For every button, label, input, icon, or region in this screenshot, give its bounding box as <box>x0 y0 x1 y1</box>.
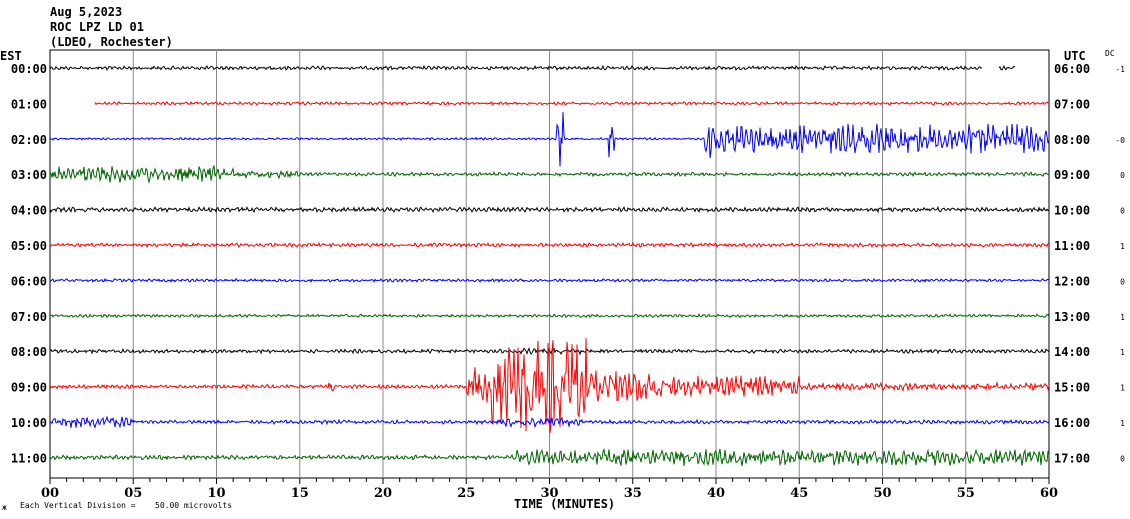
est-label: EST <box>0 49 22 63</box>
x-tick-label: 30 <box>540 486 558 501</box>
utc-time-label: 15:00 <box>1054 381 1090 395</box>
est-time-label: 08:00 <box>11 345 47 359</box>
seismic-trace <box>94 100 1050 106</box>
dc-value: 1 <box>1120 348 1125 357</box>
seismic-trace <box>49 165 1050 184</box>
grid: 00 05 10 15 20 25 30 35 40 45 50 55 60 <box>41 49 1058 501</box>
est-time-label: 03:00 <box>11 168 47 182</box>
seismic-trace <box>49 338 1050 433</box>
est-time-label: 11:00 <box>11 451 47 465</box>
utc-time-label: 13:00 <box>1054 310 1090 324</box>
x-tick-label: 15 <box>291 486 309 501</box>
seismic-trace <box>49 447 1050 467</box>
dc-value: 1 <box>1120 419 1125 428</box>
x-tick-label: 60 <box>1040 486 1058 501</box>
x-axis-label: TIME (MINUTES) <box>514 497 615 511</box>
seismic-trace <box>49 64 983 72</box>
x-tick-label: 35 <box>624 486 642 501</box>
scale-label: Each Vertical Division = <box>20 501 136 510</box>
utc-time-label: 12:00 <box>1054 274 1090 288</box>
est-time-label: 05:00 <box>11 239 47 253</box>
seismic-trace <box>49 241 1050 249</box>
dc-value: 0 <box>1120 454 1125 463</box>
utc-time-label: 09:00 <box>1054 168 1090 182</box>
est-time-label: 10:00 <box>11 416 47 430</box>
dc-label: DC <box>1105 49 1115 58</box>
dc-value: -1 <box>1115 65 1125 74</box>
scale-value: 50.00 microvolts <box>155 501 232 510</box>
dc-value: 0 <box>1120 277 1125 286</box>
seismic-trace <box>49 312 1050 319</box>
est-time-label: 04:00 <box>11 204 47 218</box>
traces <box>49 64 1050 467</box>
station-label: ROC LPZ LD 01 <box>50 20 144 34</box>
utc-time-label: 14:00 <box>1054 345 1090 359</box>
est-time-label: 02:00 <box>11 133 47 147</box>
utc-time-label: 11:00 <box>1054 239 1090 253</box>
seismic-trace <box>49 112 1050 167</box>
dc-value: 1 <box>1120 384 1125 393</box>
est-time-label: 07:00 <box>11 310 47 324</box>
x-tick-label: 45 <box>790 486 808 501</box>
utc-time-label: 07:00 <box>1054 97 1090 111</box>
est-time-label: 00:00 <box>11 62 47 76</box>
dc-value: 0 <box>1120 171 1125 180</box>
est-time-label: 01:00 <box>11 97 47 111</box>
dc-value: -0 <box>1115 136 1125 145</box>
utc-time-label: 17:00 <box>1054 451 1090 465</box>
utc-label: UTC <box>1064 49 1086 63</box>
seismic-trace <box>49 415 1050 429</box>
seismic-trace <box>49 205 1050 214</box>
est-time-label: 09:00 <box>11 381 47 395</box>
x-tick-label: 55 <box>957 486 975 501</box>
date-label: Aug 5,2023 <box>50 5 122 19</box>
seismic-trace <box>49 277 1050 283</box>
x-tick-label: 25 <box>457 486 475 501</box>
utc-time-label: 16:00 <box>1054 416 1090 430</box>
row-labels: 00:00 06:00 -1 01:00 07:00 02:00 08:00 -0 03:00 0… <box>11 62 1125 465</box>
utc-time-label: 06:00 <box>1054 62 1090 76</box>
x-tick-label: 40 <box>707 486 725 501</box>
x-tick-label: 05 <box>124 486 142 501</box>
dc-value: 1 <box>1120 313 1125 322</box>
x-tick-label: 10 <box>207 486 225 501</box>
x-tick-label: 00 <box>41 486 59 501</box>
dc-value: 1 <box>1120 242 1125 251</box>
seismic-trace <box>998 65 1016 71</box>
seismic-trace <box>49 346 1050 356</box>
x-tick-label: 20 <box>374 486 392 501</box>
dc-value: 0 <box>1120 207 1125 216</box>
x-tick-label: 50 <box>873 486 891 501</box>
utc-time-label: 10:00 <box>1054 204 1090 218</box>
network-label: (LDEO, Rochester) <box>50 35 173 49</box>
utc-time-label: 08:00 <box>1054 133 1090 147</box>
footer-mark: ж <box>2 503 7 512</box>
est-time-label: 06:00 <box>11 274 47 288</box>
